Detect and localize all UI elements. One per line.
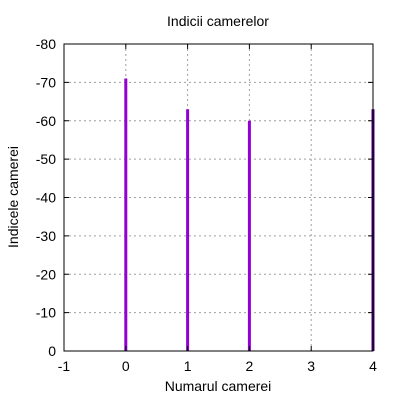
x-tick-label: 2 xyxy=(246,358,254,374)
y-tick-label: -20 xyxy=(36,266,56,282)
grid xyxy=(64,44,373,351)
y-tick-label: -60 xyxy=(36,113,56,129)
y-tick-label: 0 xyxy=(48,343,56,359)
y-tick-label: -30 xyxy=(36,228,56,244)
chart-title: Indicii camerelor xyxy=(167,13,269,29)
x-axis-label: Numarul camerei xyxy=(165,378,272,394)
x-ticks: -1 0 1 2 3 4 xyxy=(58,44,377,374)
y-tick-label: -80 xyxy=(36,36,56,52)
x-tick-label: 3 xyxy=(307,358,315,374)
y-tick-label: -70 xyxy=(36,74,56,90)
x-tick-label: 4 xyxy=(369,358,377,374)
y-ticks: 0 -10 -20 -30 -40 -50 -60 -70 -80 xyxy=(36,36,373,359)
y-tick-label: -50 xyxy=(36,151,56,167)
x-tick-label: 0 xyxy=(122,358,130,374)
x-tick-label: -1 xyxy=(58,358,71,374)
x-tick-label: 1 xyxy=(184,358,192,374)
y-axis-label: Indicele camerei xyxy=(5,146,21,248)
y-tick-label: -40 xyxy=(36,190,56,206)
y-tick-label: -10 xyxy=(36,305,56,321)
